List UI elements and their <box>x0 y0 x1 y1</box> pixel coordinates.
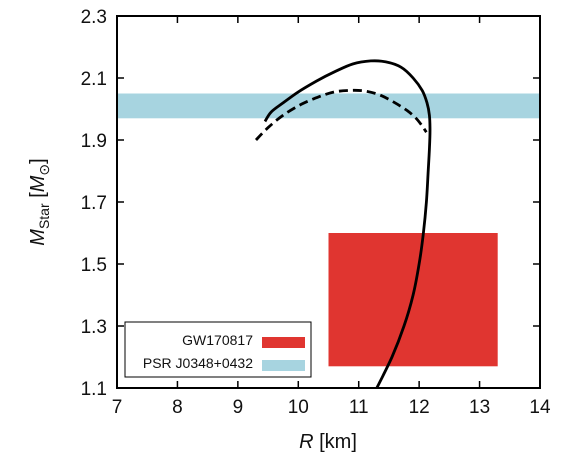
x-tick-label: 13 <box>469 397 490 418</box>
band-psr-j0348-0432 <box>117 93 540 119</box>
y-tick-label: 1.1 <box>81 379 107 400</box>
x-tick-label: 14 <box>529 397 551 418</box>
curve-solid-0 <box>263 59 432 388</box>
legend-label-psr: PSR J0348+0432 <box>143 355 253 371</box>
y-tick-label: 1.7 <box>81 193 107 214</box>
y-tick-label: 2.3 <box>81 7 107 28</box>
legend-label-gw170817: GW170817 <box>182 332 253 348</box>
legend-swatch-gw170817 <box>262 337 305 348</box>
x-tick-label: 8 <box>172 397 183 418</box>
x-tick-label: 11 <box>349 397 369 418</box>
x-axis-label: R [km] <box>299 431 357 453</box>
legend-swatch-psr <box>262 360 305 371</box>
curves-layer <box>254 59 432 388</box>
x-tick-label: 7 <box>112 397 123 418</box>
bands-layer <box>117 93 540 367</box>
y-tick-label: 2.1 <box>81 69 107 90</box>
y-axis: 1.1 1.3 1.5 1.7 1.9 2.1 2.3 <box>81 7 540 400</box>
x-tick-label: 12 <box>409 397 430 418</box>
x-axis: 7 8 9 10 11 12 13 14 <box>112 16 551 418</box>
y-tick-label: 1.5 <box>81 255 107 276</box>
y-axis-label: MStar [M⊙] <box>27 158 52 245</box>
y-tick-label: 1.9 <box>81 131 107 152</box>
x-tick-label: 10 <box>288 397 309 418</box>
y-tick-label: 1.3 <box>81 317 107 338</box>
legend: GW170817 PSR J0348+0432 <box>124 321 312 378</box>
curve-dashed-1 <box>254 88 428 141</box>
x-tick-label: 9 <box>233 397 244 418</box>
